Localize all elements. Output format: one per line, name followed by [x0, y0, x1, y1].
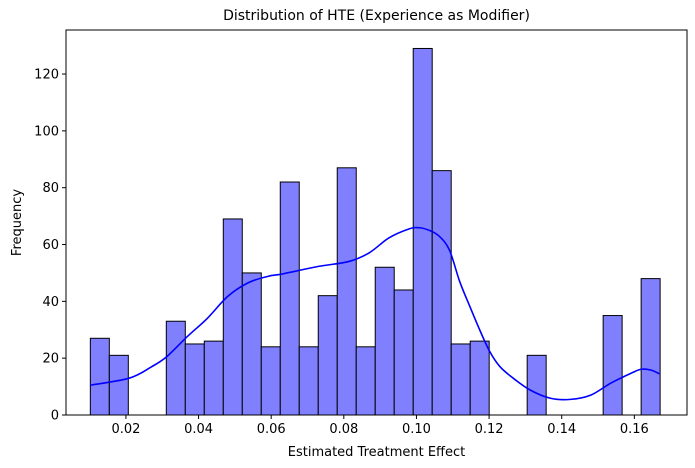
- histogram-bar: [336, 167, 357, 416]
- x-axis-label: Estimated Treatment Effect: [288, 445, 466, 460]
- y-tick-label: 20: [42, 352, 59, 367]
- x-axis-ticks: 0.02 0.04 0.06 0.08 0.10 0.12 0.14 0.16: [111, 415, 649, 437]
- histogram-bar: [317, 295, 338, 416]
- histogram-bar: [222, 218, 243, 416]
- histogram-bar: [184, 343, 205, 416]
- x-tick-label: 0.06: [257, 422, 286, 437]
- histogram-bar: [203, 340, 224, 416]
- histogram-bar: [526, 354, 547, 416]
- y-tick-label: 60: [42, 238, 59, 253]
- histogram-bar: [431, 170, 452, 416]
- histogram-bar: [374, 266, 395, 416]
- x-tick-label: 0.16: [620, 422, 649, 437]
- histogram-bars: [89, 47, 661, 416]
- y-tick-label: 0: [51, 409, 59, 424]
- x-tick-label: 0.02: [111, 422, 140, 437]
- x-tick-label: 0.14: [547, 422, 576, 437]
- kde-curve: [90, 226, 660, 401]
- y-tick-label: 100: [34, 124, 59, 139]
- histogram-bar: [89, 337, 110, 416]
- y-tick-label: 80: [42, 181, 59, 196]
- histogram-bar: [469, 340, 490, 416]
- histogram-bar: [640, 278, 661, 416]
- x-tick-label: 0.10: [402, 422, 431, 437]
- histogram-bar: [298, 346, 319, 416]
- y-axis-label: Frequency: [10, 189, 25, 256]
- x-tick-label: 0.04: [184, 422, 213, 437]
- chart-title: Distribution of HTE (Experience as Modif…: [223, 8, 530, 24]
- y-axis-ticks: 0 20 40 60 80 100 120: [34, 68, 66, 424]
- histogram-bar: [108, 354, 129, 416]
- histogram-bar: [355, 346, 376, 416]
- histogram-bar: [165, 320, 186, 416]
- histogram-bar: [412, 47, 433, 416]
- histogram-bar: [279, 181, 300, 416]
- histogram-bar: [602, 315, 623, 416]
- x-tick-label: 0.08: [329, 422, 358, 437]
- histogram-bar: [393, 289, 414, 416]
- y-tick-label: 40: [42, 295, 59, 310]
- axes-frame: [65, 29, 688, 416]
- histogram-bar: [260, 346, 281, 416]
- y-tick-label: 120: [34, 68, 59, 83]
- x-tick-label: 0.12: [475, 422, 504, 437]
- histogram-bar: [241, 272, 262, 416]
- histogram-bar: [450, 343, 471, 416]
